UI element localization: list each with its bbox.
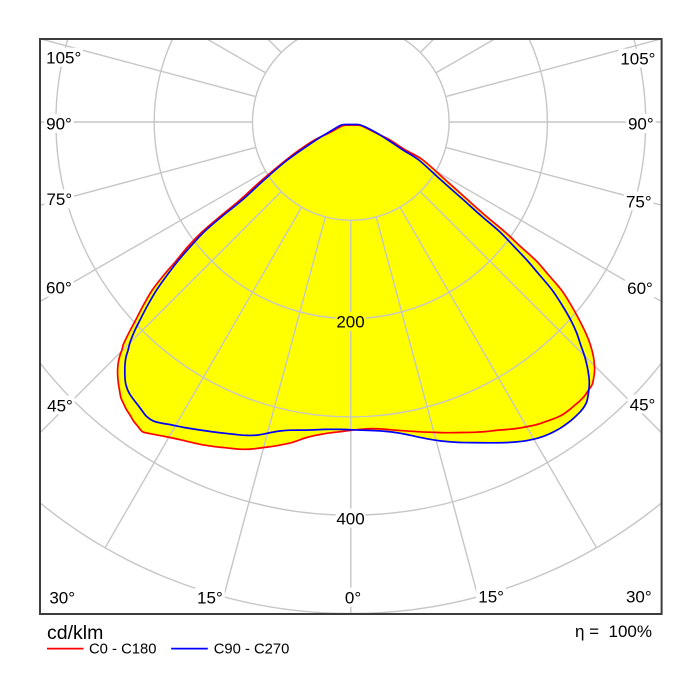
svg-text:105°: 105°: [620, 50, 655, 69]
svg-text:30°: 30°: [49, 589, 75, 608]
svg-text:400: 400: [336, 509, 364, 528]
svg-text:200: 200: [336, 313, 364, 332]
svg-text:45°: 45°: [630, 395, 656, 414]
svg-text:90°: 90°: [46, 115, 72, 134]
svg-text:C90 - C270: C90 - C270: [214, 641, 290, 657]
svg-text:60°: 60°: [46, 279, 72, 298]
svg-text:cd/klm: cd/klm: [47, 622, 103, 644]
svg-text:75°: 75°: [626, 192, 652, 211]
svg-text:η = 100%: η = 100%: [575, 622, 652, 641]
svg-text:60°: 60°: [627, 279, 653, 298]
svg-text:15°: 15°: [197, 589, 223, 608]
svg-text:C0 - C180: C0 - C180: [89, 641, 156, 657]
svg-text:0°: 0°: [345, 589, 361, 608]
svg-text:30°: 30°: [626, 588, 652, 607]
svg-text:15°: 15°: [478, 588, 504, 607]
svg-text:105°: 105°: [46, 49, 81, 68]
svg-text:75°: 75°: [46, 190, 72, 209]
svg-text:90°: 90°: [628, 115, 654, 134]
svg-text:45°: 45°: [47, 396, 73, 415]
